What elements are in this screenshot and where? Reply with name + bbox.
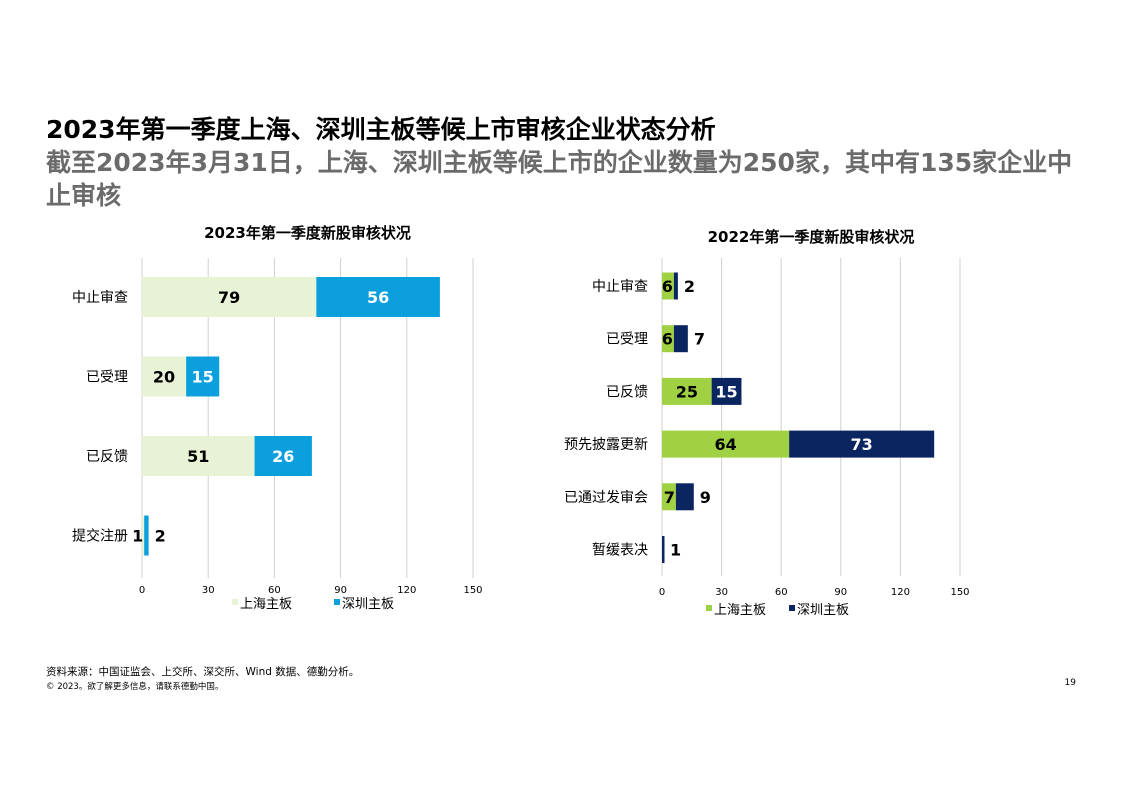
c2022-bar-shenzhen [675, 483, 694, 511]
c2023-category-label: 已反馈 [86, 449, 128, 465]
c2022-xtick-label: 150 [950, 587, 969, 598]
c2023-data-label: 51 [187, 447, 209, 466]
c2023-legend-label: 上海主板 [240, 597, 292, 612]
c2023-data-label: 79 [218, 288, 240, 307]
c2022-data-label: 6 [662, 277, 673, 296]
c2023-category-label: 已受理 [86, 370, 128, 386]
c2023-bar-shanghai [142, 436, 255, 476]
c2022-data-label: 64 [714, 435, 736, 454]
c2022-xtick-label: 30 [715, 587, 728, 598]
c2022-category-label: 暂缓表决 [592, 543, 648, 559]
c2022-category-label: 已反馈 [606, 384, 648, 400]
c2023-bar-shanghai [142, 515, 145, 556]
page-title: 2023年第一季度上海、深圳主板等候上市审核企业状态分析 [46, 115, 716, 144]
copyright-note: © 2023。欲了解更多信息，请联系德勤中国。 [46, 682, 224, 692]
c2023-data-label: 56 [367, 288, 389, 307]
c2023-legend-label: 深圳主板 [342, 597, 394, 612]
c2022-bar-shanghai [662, 272, 674, 300]
c2023-data-label: 2 [155, 527, 166, 546]
c2022-data-label: 73 [851, 435, 873, 454]
c2023-data-label: 26 [272, 447, 294, 466]
c2022-bar-shenzhen [673, 272, 678, 300]
source-note: 资料来源：中国证监会、上交所、深交所、Wind 数据、德勤分析。 [46, 666, 360, 678]
c2023-bar-shanghai [142, 277, 317, 317]
c2023-legend-swatch [334, 599, 340, 605]
c2023-bar-shenzhen [316, 277, 440, 317]
c2022-bar-shenzhen [662, 536, 665, 563]
c2023-xtick-label: 0 [139, 585, 145, 596]
c2022-bar-shanghai [662, 483, 676, 511]
c2022-data-label: 7 [664, 488, 675, 507]
c2023-bar-shenzhen [144, 515, 149, 556]
c2022-data-label: 9 [700, 488, 711, 507]
c2022-data-label: 15 [715, 382, 737, 401]
c2023-data-label: 20 [153, 368, 175, 387]
c2022-legend-swatch [706, 605, 712, 611]
c2022-data-label: 7 [694, 330, 705, 349]
c2022-data-label: 25 [676, 382, 698, 401]
c2022-data-label: 2 [684, 277, 695, 296]
c2022-bar-shenzhen [789, 430, 935, 458]
c2022-data-label: 6 [662, 330, 673, 349]
c2023-xtick-label: 30 [202, 585, 215, 596]
c2023-data-label: 15 [192, 368, 214, 387]
c2023-xtick-label: 150 [463, 585, 482, 596]
c2022-xtick-label: 0 [659, 587, 665, 598]
c2022-bar-shanghai [662, 325, 674, 353]
c2023-category-label: 提交注册 [72, 528, 128, 545]
c2022-category-label: 已通过发审会 [564, 490, 648, 506]
c2023-category-label: 中止审查 [72, 290, 128, 306]
c2022-bar-shenzhen [711, 377, 742, 405]
c2022-bar-shenzhen [673, 325, 688, 353]
page-subtitle: 截至2023年3月31日，上海、深圳主板等候上市的企业数量为250家，其中有13… [46, 148, 1073, 210]
c2023-data-label: 1 [132, 527, 143, 546]
c2023-bar-shenzhen [186, 356, 220, 397]
c2022-bar-shanghai [662, 377, 712, 405]
c2023-bar-shanghai [142, 356, 187, 397]
c2022-legend-swatch [789, 605, 795, 611]
c2023-bar-shenzhen [254, 436, 312, 476]
c2022-legend-label: 上海主板 [714, 603, 766, 618]
c2022-xtick-label: 60 [775, 587, 788, 598]
c2023-legend-swatch [232, 599, 238, 605]
c2022-bar-shanghai [662, 430, 790, 458]
c2023-xtick-label: 90 [334, 585, 347, 596]
c2023-xtick-label: 120 [397, 585, 416, 596]
chart-2022-title: 2022年第一季度新股审核状况 [707, 228, 915, 246]
c2022-data-label: 1 [670, 541, 681, 560]
c2022-category-label: 已受理 [606, 332, 648, 348]
c2022-category-label: 中止审查 [592, 279, 648, 295]
c2022-xtick-label: 120 [891, 587, 910, 598]
page-number: 19 [1064, 678, 1076, 688]
c2022-xtick-label: 90 [834, 587, 847, 598]
chart-2023-title: 2023年第一季度新股审核状况 [204, 224, 411, 242]
c2022-legend-label: 深圳主板 [797, 603, 849, 618]
c2023-xtick-label: 60 [268, 585, 281, 596]
c2022-category-label: 预先披露更新 [564, 437, 648, 453]
